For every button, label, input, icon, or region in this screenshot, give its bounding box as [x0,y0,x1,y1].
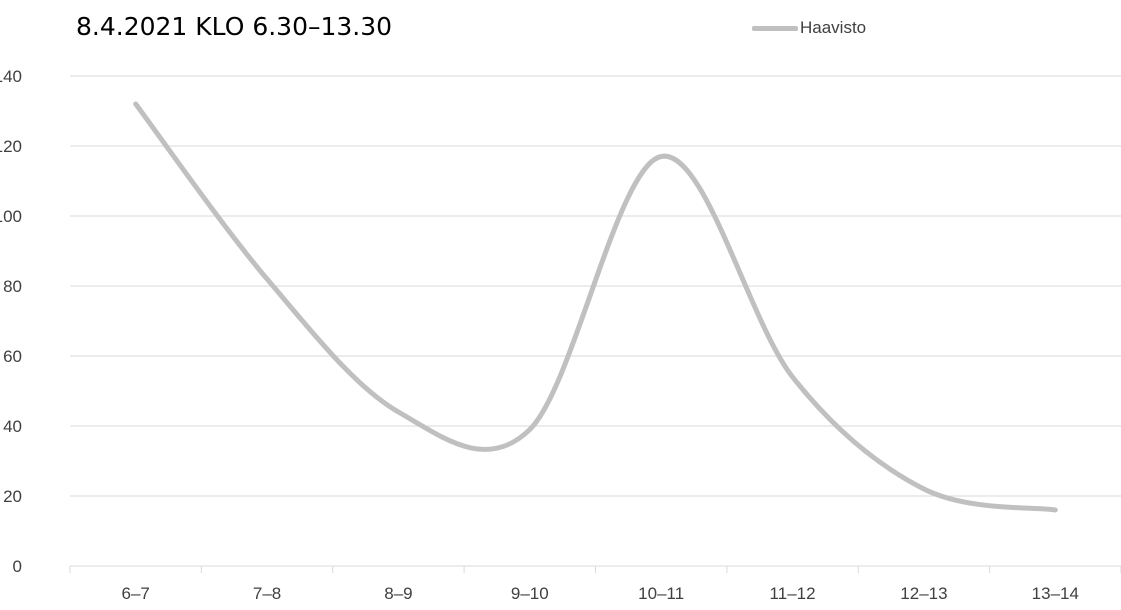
y-tick-label: 0 [13,557,22,576]
x-tick-label: 8–9 [384,584,412,603]
y-axis-labels: 0 20 40 60 80 100 120 140 [0,67,22,576]
legend: Haavisto [752,18,866,38]
y-tick-label: 120 [0,137,22,156]
y-tick-label: 60 [3,347,22,366]
series-line-haavisto [133,101,1058,513]
chart-title: 8.4.2021 KLO 6.30–13.30 [76,12,393,41]
y-tick-label: 40 [3,417,22,436]
x-tick-label: 11–12 [770,584,816,603]
y-tick-label: 100 [0,207,22,226]
y-tick-label: 140 [0,67,22,86]
x-tick-label: 12–13 [900,584,947,603]
x-tick-label: 7–8 [253,584,281,603]
legend-label-haavisto: Haavisto [800,18,867,37]
x-axis [69,565,1121,573]
x-tick-label: 6–7 [122,584,150,603]
series-lines [133,101,1058,513]
x-tick-label: 9–10 [511,584,549,603]
x-axis-labels: 6–7 7–8 8–9 9–10 10–11 11–12 12–13 13–14 [122,584,1079,603]
x-tick-label: 10–11 [638,584,684,603]
y-tick-label: 20 [3,487,22,506]
legend-swatch-haavisto [752,25,798,31]
y-tick-label: 80 [3,277,22,296]
x-tick-label: 13–14 [1032,584,1079,603]
